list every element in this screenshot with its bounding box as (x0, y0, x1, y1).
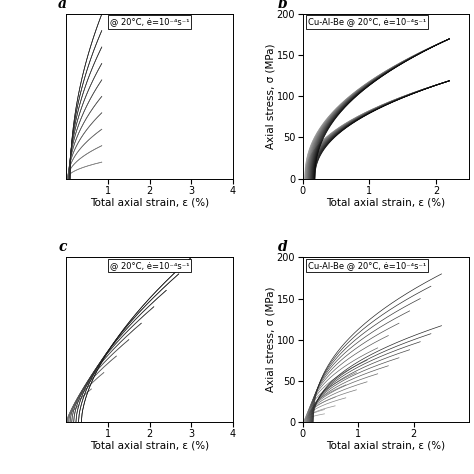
Text: c: c (58, 240, 66, 254)
Y-axis label: Axial stress, σ (MPa): Axial stress, σ (MPa) (265, 287, 275, 392)
Text: Cu-Al-Be @ 20°C, ė=10⁻⁴s⁻¹: Cu-Al-Be @ 20°C, ė=10⁻⁴s⁻¹ (308, 18, 426, 27)
X-axis label: Total axial strain, ε (%): Total axial strain, ε (%) (327, 441, 446, 451)
Text: b: b (278, 0, 288, 11)
X-axis label: Total axial strain, ε (%): Total axial strain, ε (%) (90, 441, 209, 451)
X-axis label: Total axial strain, ε (%): Total axial strain, ε (%) (327, 198, 446, 208)
Text: a: a (58, 0, 67, 11)
Text: Cu-Al-Be @ 20°C, ė=10⁻⁴s⁻¹: Cu-Al-Be @ 20°C, ė=10⁻⁴s⁻¹ (308, 261, 426, 270)
Text: @ 20°C, ė=10⁻⁴s⁻¹: @ 20°C, ė=10⁻⁴s⁻¹ (110, 261, 189, 270)
Text: d: d (278, 240, 288, 254)
Text: @ 20°C, ė=10⁻⁴s⁻¹: @ 20°C, ė=10⁻⁴s⁻¹ (110, 18, 189, 27)
Y-axis label: Axial stress, σ (MPa): Axial stress, σ (MPa) (265, 44, 275, 149)
X-axis label: Total axial strain, ε (%): Total axial strain, ε (%) (90, 198, 209, 208)
